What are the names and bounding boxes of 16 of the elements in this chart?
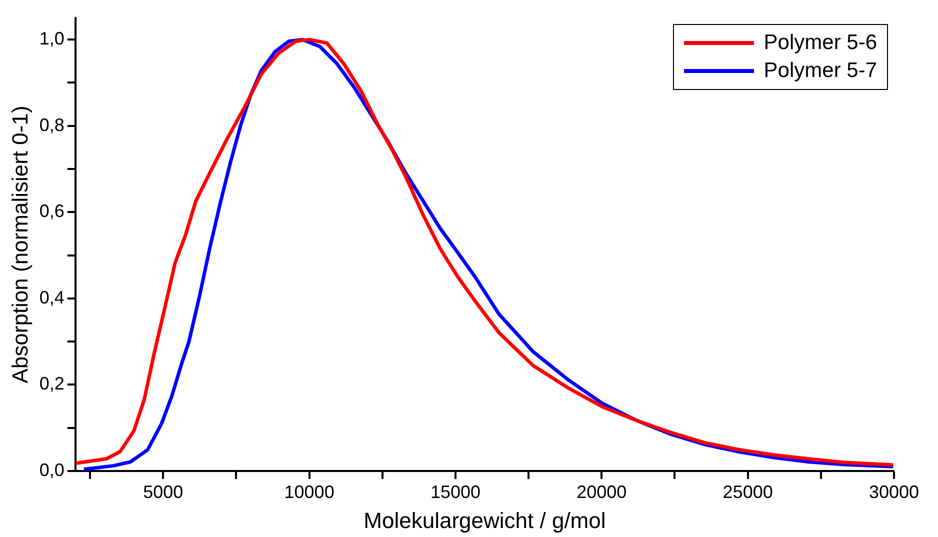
x-tick-label: 15000 [430,482,481,502]
legend-label: Polymer 5-7 [764,59,877,83]
y-tick-label: 0,0 [39,460,64,480]
legend-label: Polymer 5-6 [764,31,877,55]
x-tick-label: 5000 [143,482,184,502]
y-tick-label: 0,8 [39,114,64,135]
x-tick-label: 10000 [284,482,334,502]
y-tick-label: 0,6 [39,201,64,222]
y-axis-title: Absorption (normalisiert 0-1) [7,106,32,384]
x-tick-label: 25000 [722,482,773,502]
y-tick-label: 0,2 [39,374,64,394]
x-tick-label: 20000 [576,482,627,502]
x-axis-title: Molekulargewicht / g/mol [364,508,606,533]
y-tick-label: 1,0 [39,28,64,49]
x-tick-label: 30000 [868,482,920,502]
y-tick-label: 0,4 [39,287,64,308]
